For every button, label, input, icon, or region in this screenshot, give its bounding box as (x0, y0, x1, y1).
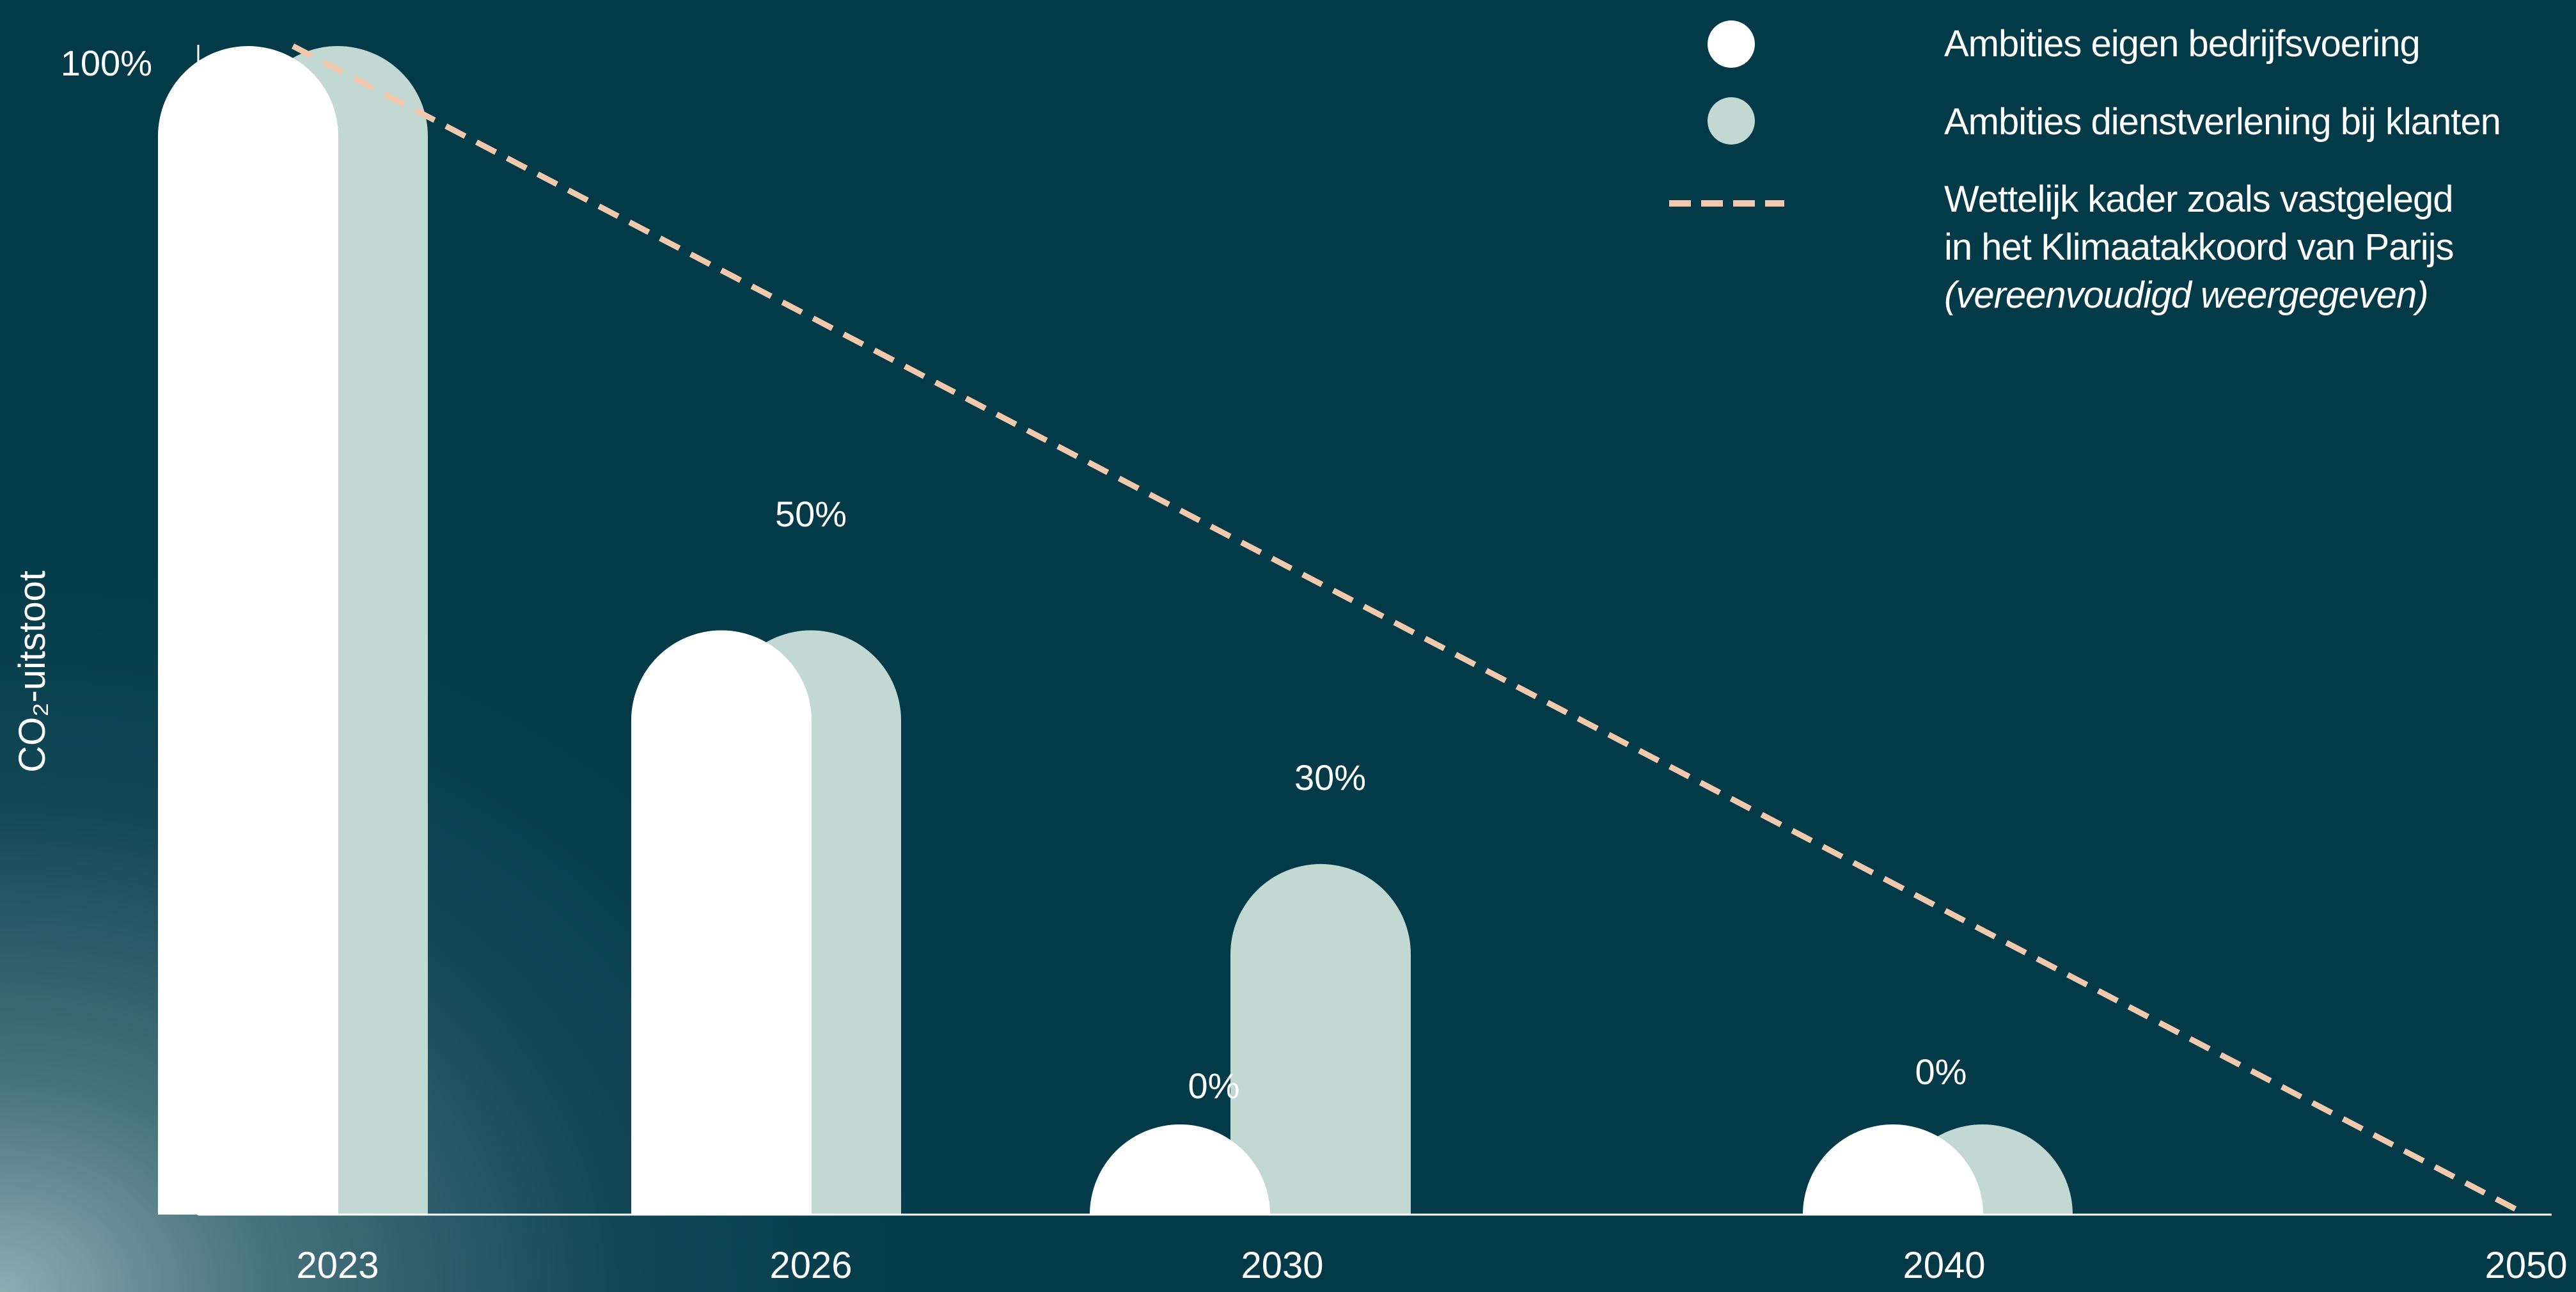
legend-label-legal-3: (vereenvoudigd weergegeven) (1944, 274, 2429, 316)
data-label-2030-2: 30% (1294, 757, 1366, 798)
sage-dot-icon (1708, 97, 1755, 145)
x-tick-label-2023: 2023 (296, 1245, 379, 1286)
bar-own-2023 (158, 46, 338, 1215)
bar-own-2026 (631, 630, 812, 1215)
y-axis-label: CO₂-uitstoot (12, 571, 53, 773)
x-tick-label-2040: 2040 (1903, 1245, 1985, 1286)
legend-label-legal-1: Wettelijk kader zoals vastgelegd (1944, 178, 2453, 220)
y-tick-label-100: 100% (61, 43, 152, 83)
data-label-2040-3: 0% (1915, 1052, 1967, 1092)
x-tick-label-2050: 2050 (2485, 1245, 2567, 1286)
bar-own-2040 (1803, 1124, 1983, 1215)
bar-own-2030 (1090, 1124, 1270, 1215)
bar-clients-2030 (1230, 863, 1411, 1215)
data-label-2026-0: 50% (775, 494, 847, 534)
legend: Ambities eigen bedrijfsvoering Ambities … (1663, 19, 2558, 339)
legend-label-clients: Ambities dienstverlening bij klanten (1944, 101, 2501, 143)
legend-label-own: Ambities eigen bedrijfsvoering (1944, 23, 2421, 65)
dashed-line-icon (1669, 200, 1784, 207)
data-label-2030-1: 0% (1188, 1066, 1240, 1106)
x-tick-label-2030: 2030 (1241, 1245, 1323, 1286)
legal-framework-line (291, 43, 2528, 1217)
legend-label-legal-2: in het Klimaatakkoord van Parijs (1944, 226, 2454, 268)
x-tick-label-2026: 2026 (769, 1245, 852, 1286)
white-dot-icon (1708, 20, 1755, 68)
